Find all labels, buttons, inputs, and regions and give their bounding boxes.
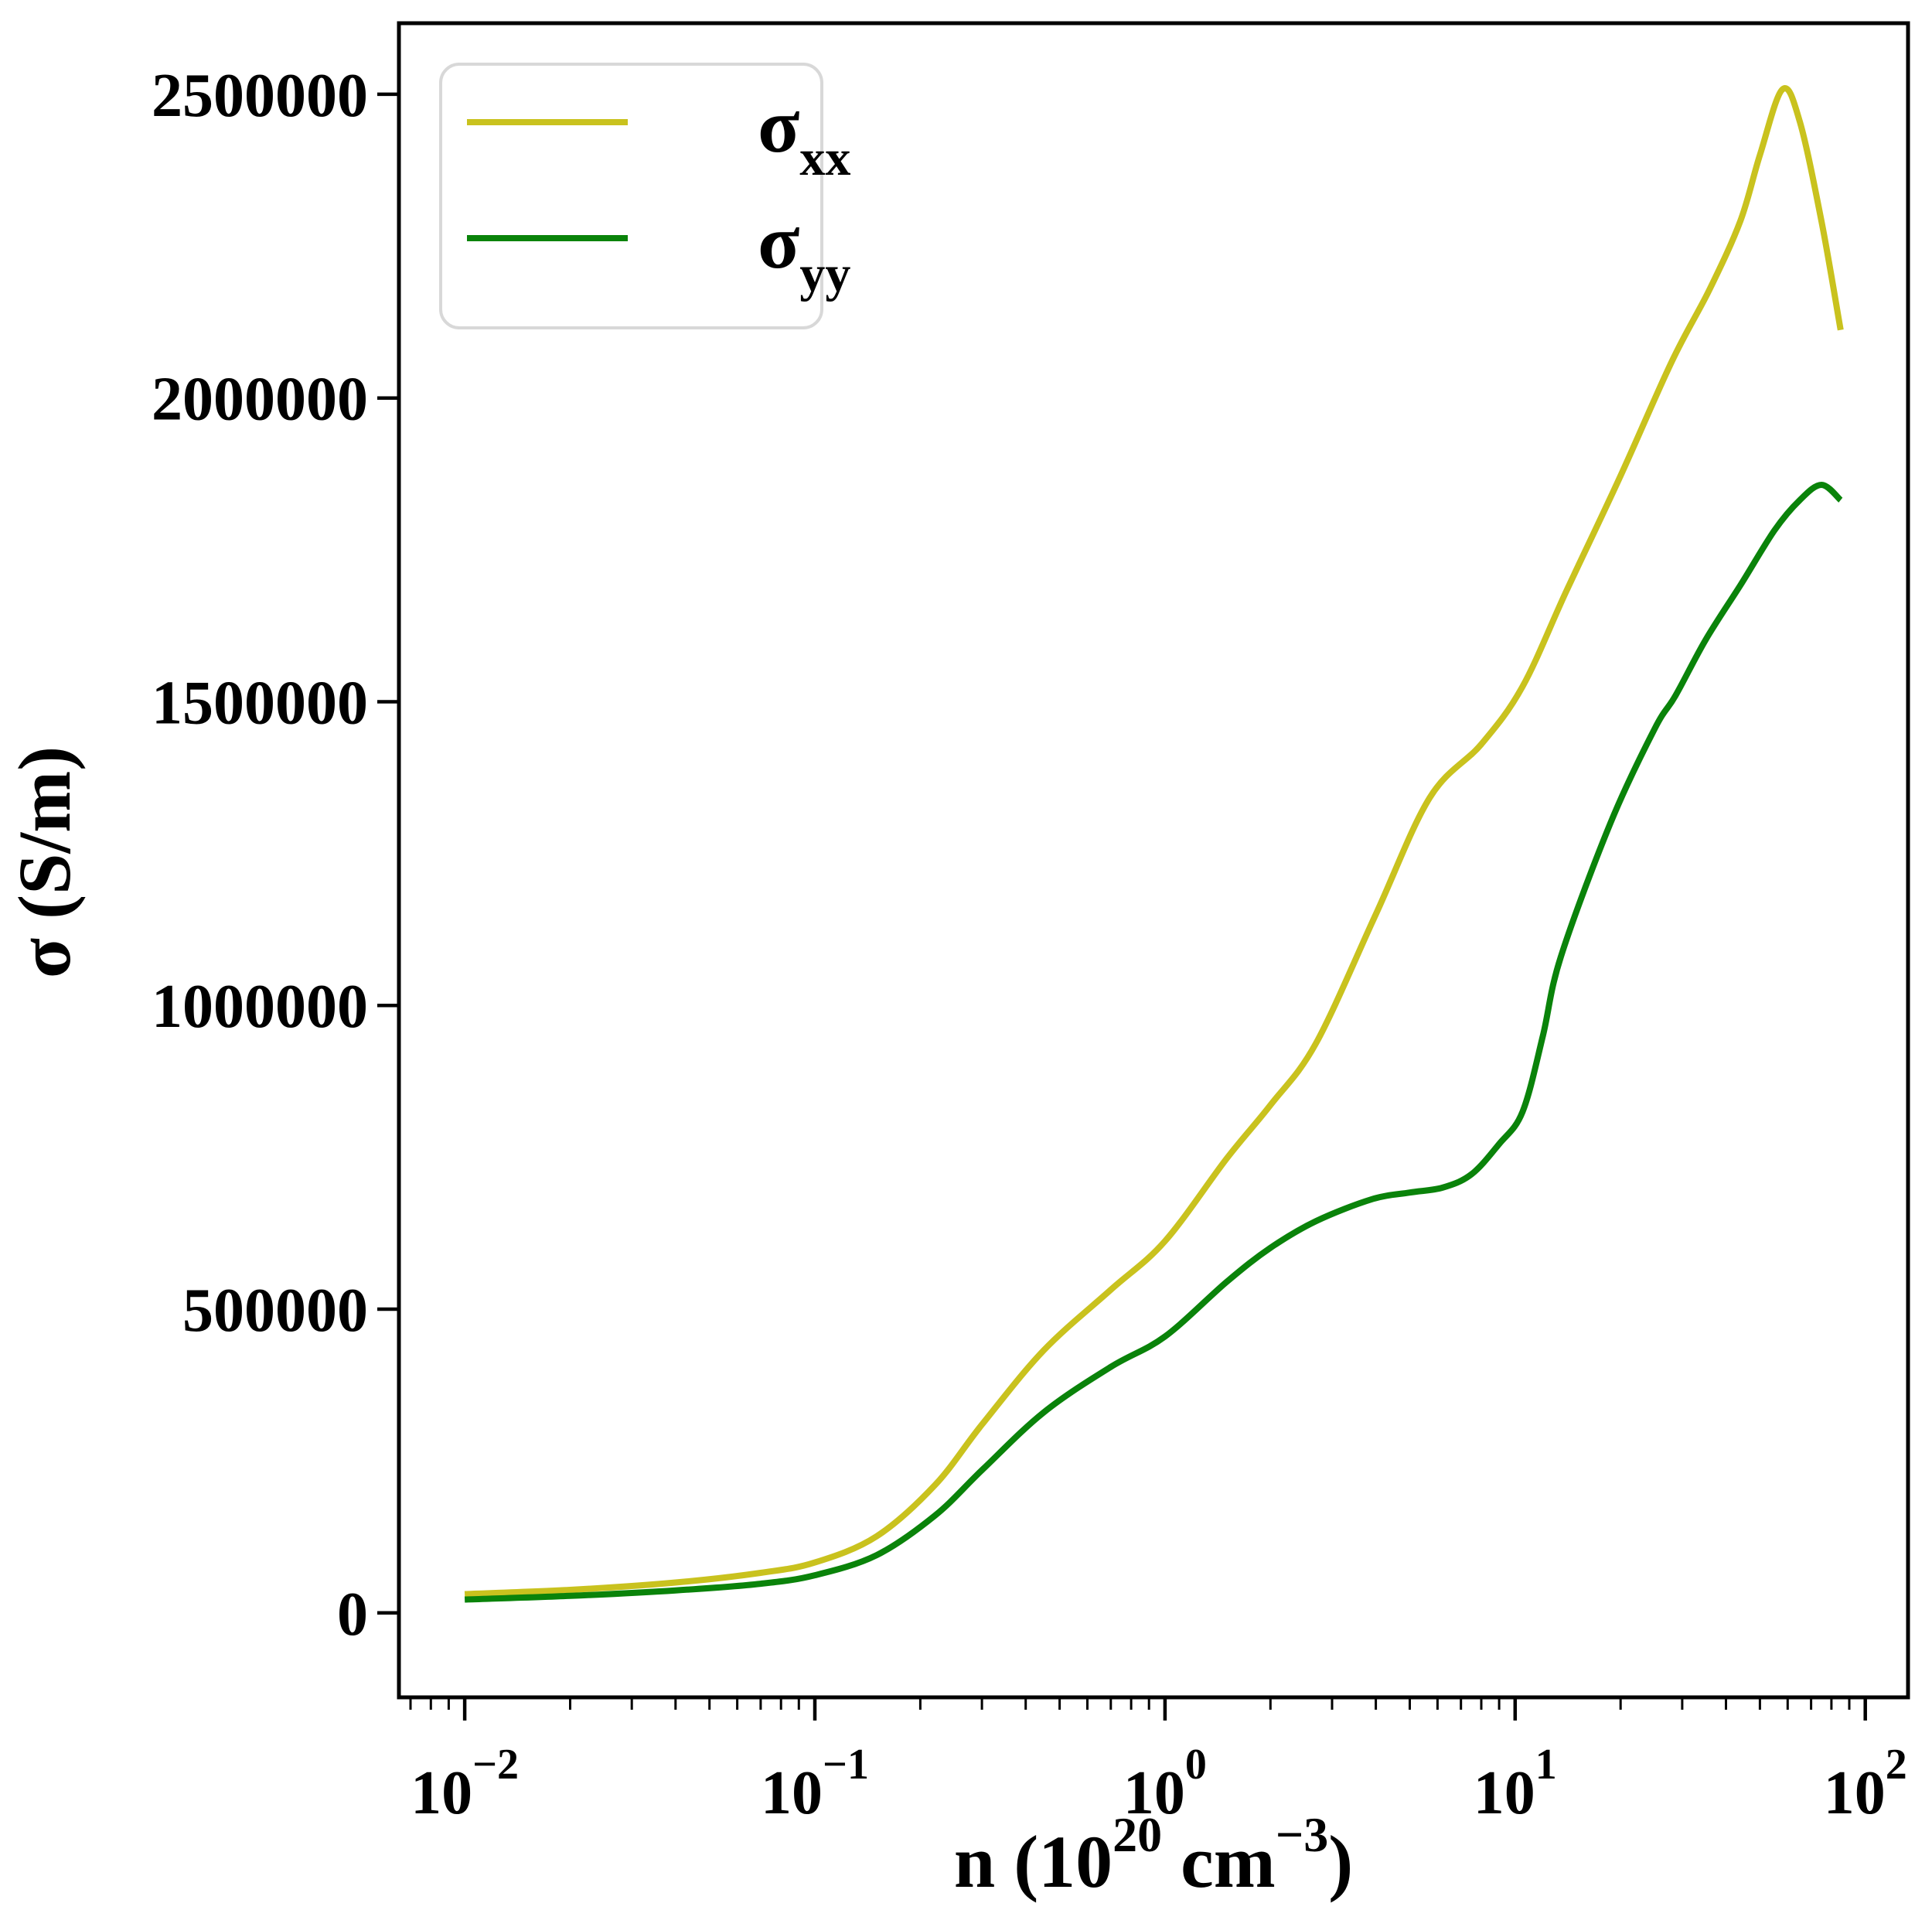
plot-frame: [397, 21, 1910, 1700]
series-line-sigma-yy: [464, 482, 1843, 1603]
axes-spines: [397, 21, 1910, 1700]
x-tick-label: 10−1: [761, 1741, 869, 1827]
y-tick-label: 2000000: [152, 366, 368, 434]
curve-sigma-yy: [464, 482, 1843, 1603]
y-axis: 0 500000 1000000 1500000 2000000 2500000: [152, 62, 399, 1649]
legend-label-xx: σxx: [758, 83, 850, 186]
y-tick-label: 0: [337, 1581, 368, 1649]
y-tick-label: 2500000: [152, 62, 368, 130]
x-axis-label: n (1020 cm−3): [954, 1807, 1353, 1903]
x-tick-label: 101: [1474, 1741, 1557, 1827]
x-tick-label: 102: [1824, 1741, 1907, 1827]
y-axis-label-text: σ (S/m): [3, 746, 86, 978]
x-axis: 10−2 10−1 100 101 102: [411, 1697, 1907, 1827]
x-axis-minor-ticks: [409, 1697, 1851, 1710]
legend-box: [439, 63, 823, 329]
x-tick-label: 100: [1123, 1741, 1207, 1827]
legend-label-yy: σyy: [758, 199, 850, 302]
curve-sigma-xx: [464, 85, 1844, 1598]
series-line-sigma-xx: [464, 85, 1844, 1598]
y-tick-label: 500000: [182, 1277, 368, 1345]
x-axis-label-text: n (1020 cm−3): [954, 1807, 1353, 1903]
y-tick-label: 1000000: [152, 973, 368, 1041]
legend: σxx σyy: [439, 63, 850, 329]
y-axis-label: σ (S/m): [3, 746, 86, 978]
x-tick-label: 10−2: [411, 1741, 519, 1827]
y-tick-label: 1500000: [152, 670, 368, 738]
